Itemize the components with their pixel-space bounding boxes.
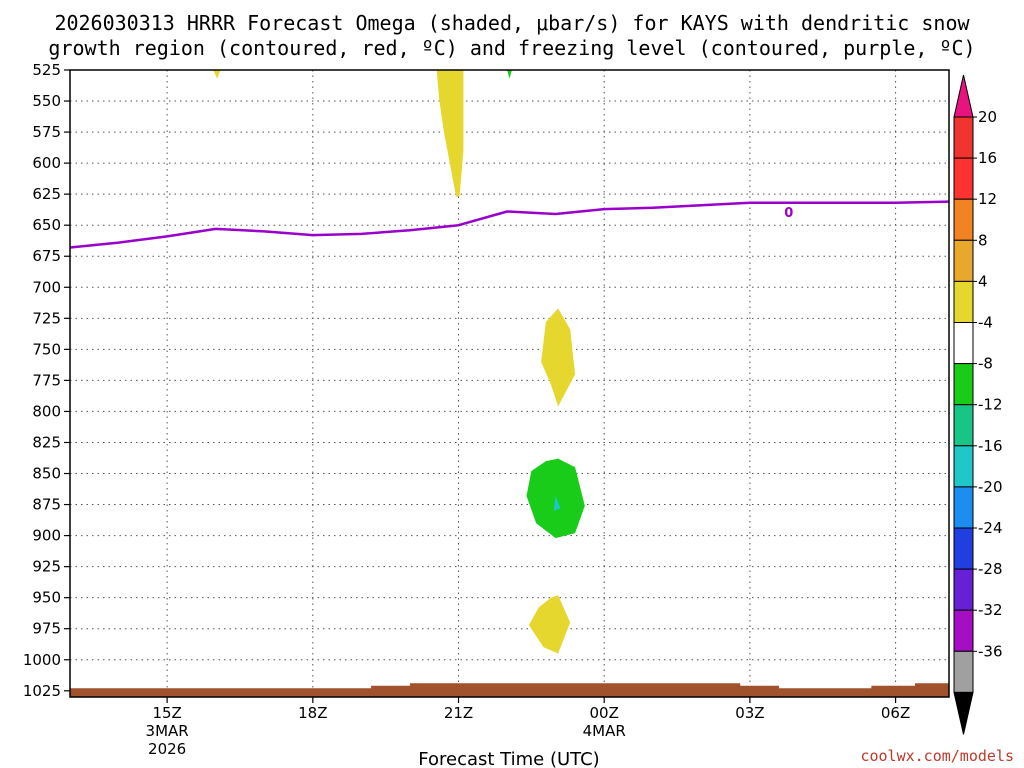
x-tick-label-15Z: 15Z bbox=[152, 704, 181, 722]
x-axis-title: Forecast Time (UTC) bbox=[418, 749, 599, 768]
freezing-level-label: 0 bbox=[784, 206, 793, 221]
colorbar-bin-7 bbox=[953, 404, 974, 447]
colorbar-label-2: 12 bbox=[978, 190, 997, 208]
colorbar-bin-5 bbox=[953, 322, 974, 365]
colorbar-label-11: -28 bbox=[978, 560, 1003, 578]
y-tick-label-575: 575 bbox=[32, 123, 61, 141]
colorbar-label-9: -20 bbox=[978, 478, 1003, 496]
colorbar-bin-3 bbox=[953, 239, 974, 282]
colorbar-bin-4 bbox=[953, 280, 974, 323]
y-tick-label-700: 700 bbox=[32, 278, 61, 296]
colorbar-bin-2 bbox=[953, 198, 974, 241]
y-tick-label-875: 875 bbox=[32, 496, 61, 514]
y-tick-label-975: 975 bbox=[32, 620, 61, 638]
x-tick-label-03Z: 03Z bbox=[735, 704, 764, 722]
colorbar-label-10: -24 bbox=[978, 519, 1003, 537]
title-line-1: 2026030313 HRRR Forecast Omega (shaded, … bbox=[54, 11, 970, 35]
y-tick-label-600: 600 bbox=[32, 154, 61, 172]
colorbar-bin-11 bbox=[953, 568, 974, 611]
colorbar-bin-8 bbox=[953, 445, 974, 488]
omega-region-mid-yellow-blob bbox=[541, 308, 576, 407]
omega-colorbar: 20 16 12 8 4 -4 -8 -12 -16 -20 -24 -28 -32 -36 bbox=[953, 74, 1003, 735]
y-tick-label-1025: 1025 bbox=[23, 682, 61, 700]
y-axis-pressure: 525 550 575 600 625 650 675 700 725 750 775 800 825 8… bbox=[23, 61, 70, 700]
colorbar-label-7: -12 bbox=[978, 396, 1003, 414]
colorbar-bin-13 bbox=[953, 650, 974, 693]
y-tick-label-550: 550 bbox=[32, 92, 61, 110]
omega-region-lower-cyan-speck bbox=[553, 495, 561, 511]
colorbar-bin-9 bbox=[953, 486, 974, 529]
y-tick-label-675: 675 bbox=[32, 247, 61, 265]
y-tick-label-925: 925 bbox=[32, 558, 61, 576]
y-tick-label-525: 525 bbox=[32, 61, 61, 79]
chart-title: 2026030313 HRRR Forecast Omega (shaded, … bbox=[48, 11, 975, 60]
x-tick-sublabel-4MAR: 4MAR bbox=[583, 722, 626, 740]
plot-frame bbox=[69, 69, 950, 698]
y-tick-label-850: 850 bbox=[32, 465, 61, 483]
colorbar-bin-1 bbox=[953, 157, 974, 200]
colorbar-label-3: 8 bbox=[978, 231, 988, 249]
omega-shading bbox=[213, 70, 585, 654]
colorbar-label-5: -4 bbox=[978, 314, 993, 332]
omega-region-small-top-left-yellow bbox=[213, 70, 221, 79]
x-tick-label-18Z: 18Z bbox=[298, 704, 327, 722]
y-tick-label-800: 800 bbox=[32, 402, 61, 420]
plot-area: 0 bbox=[69, 69, 950, 698]
terrain-fill bbox=[70, 683, 949, 697]
y-tick-label-825: 825 bbox=[32, 433, 61, 451]
omega-region-small-top-green bbox=[507, 70, 512, 79]
omega-region-bottom-yellow-blob bbox=[528, 595, 571, 654]
x-tick-label-21Z: 21Z bbox=[444, 704, 473, 722]
colorbar-bottom-arrow bbox=[953, 691, 974, 735]
colorbar-top-arrow bbox=[953, 74, 974, 118]
freezing-level-line bbox=[69, 200, 950, 249]
colorbar-bin-6 bbox=[953, 363, 974, 406]
credit-text: coolwx.com/models bbox=[860, 747, 1014, 765]
colorbar-bin-0 bbox=[953, 116, 974, 159]
y-tick-label-900: 900 bbox=[32, 527, 61, 545]
title-line-2: growth region (contoured, red, ºC) and f… bbox=[48, 36, 975, 60]
colorbar-label-0: 20 bbox=[978, 108, 997, 126]
y-tick-label-750: 750 bbox=[32, 340, 61, 358]
x-tick-sublabel-2026: 2026 bbox=[148, 740, 186, 758]
plot-background bbox=[70, 70, 949, 697]
freezing-level-contour: 0 bbox=[69, 200, 950, 249]
grid-lines bbox=[70, 69, 949, 697]
y-tick-label-950: 950 bbox=[32, 589, 61, 607]
y-tick-label-775: 775 bbox=[32, 371, 61, 389]
omega-region-upper-lift-column bbox=[436, 70, 464, 197]
x-tick-sublabel-3MAR: 3MAR bbox=[146, 722, 189, 740]
colorbar-label-6: -8 bbox=[978, 355, 993, 373]
terrain bbox=[70, 683, 949, 697]
y-tick-label-725: 725 bbox=[32, 309, 61, 327]
colorbar-bin-12 bbox=[953, 609, 974, 652]
x-tick-label-06Z: 06Z bbox=[881, 704, 910, 722]
colorbar-bin-10 bbox=[953, 527, 974, 570]
colorbar-label-4: 4 bbox=[978, 272, 988, 290]
y-tick-label-625: 625 bbox=[32, 185, 61, 203]
colorbar-label-13: -36 bbox=[978, 642, 1003, 660]
colorbar-label-8: -16 bbox=[978, 437, 1003, 455]
colorbar-label-1: 16 bbox=[978, 149, 997, 167]
y-tick-label-1000: 1000 bbox=[23, 651, 61, 669]
y-tick-label-650: 650 bbox=[32, 216, 61, 234]
x-tick-label-00Z: 00Z bbox=[590, 704, 619, 722]
colorbar-label-12: -32 bbox=[978, 601, 1003, 619]
